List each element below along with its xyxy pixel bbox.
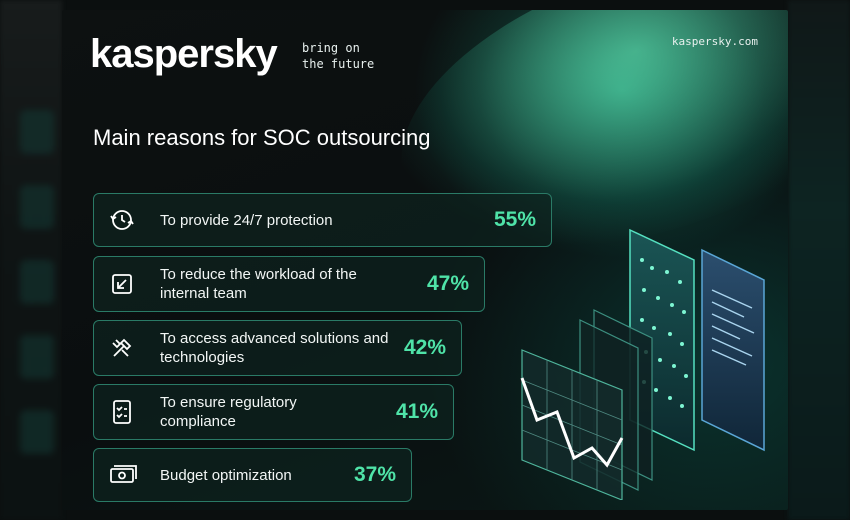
reason-percent: 37% [353,463,396,486]
money-icon [108,461,137,489]
ghost-tile [20,260,54,304]
checkbox-arrow-icon [108,270,136,298]
data-panels-illustration [520,228,765,500]
code-dots [640,258,688,408]
kaspersky-logo: kaspersky [90,32,278,76]
brand-tagline: bring on the future [302,41,375,71]
reason-percent: 47% [426,272,469,295]
reason-percent: 42% [403,336,446,359]
reason-label: To provide 24/7 protection [160,211,333,229]
checklist-document-icon [108,398,136,426]
right-blur-band [788,0,850,520]
reason-label: To access advanced solutions and technol… [160,330,389,366]
ghost-tile [20,335,54,379]
text-lines [711,289,755,366]
left-blur-band [0,0,62,520]
page-title: Main reasons for SOC outsourcing [93,125,431,150]
text-panel [701,248,765,452]
clock-shield-icon [108,206,136,234]
reason-item-workload: To reduce the workload of the internal t… [93,256,485,312]
tools-icon [108,334,136,362]
reason-percent: 55% [493,208,536,231]
infographic-card: kaspersky bring on the future kaspersky.… [62,10,788,510]
reason-item-solutions: To access advanced solutions and technol… [93,320,462,376]
ghost-tile [20,410,54,454]
website-url: kaspersky.com [671,35,758,48]
reason-item-compliance: To ensure regulatory compliance 41% [93,384,454,440]
reason-item-protection: To provide 24/7 protection 55% [93,193,552,247]
reason-label: Budget optimization [160,466,292,484]
reason-label: To ensure regulatory compliance [160,394,297,430]
reason-label: To reduce the workload of the internal t… [160,266,357,302]
reason-item-budget: Budget optimization 37% [93,448,412,502]
reason-percent: 41% [395,400,438,423]
ghost-tile [20,110,54,154]
chart-line [520,377,624,468]
ghost-tile [20,185,54,229]
